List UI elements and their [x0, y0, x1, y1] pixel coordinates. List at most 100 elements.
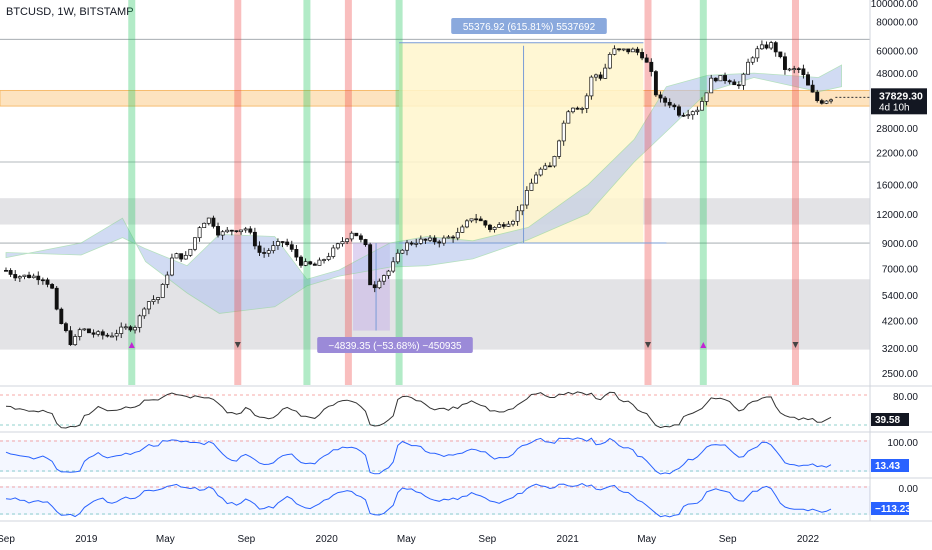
candle-body [382, 275, 386, 282]
candle-body [543, 165, 548, 170]
price-tick-label: 48000.00 [876, 69, 918, 80]
price-tick-label: 60000.00 [876, 47, 918, 58]
price-tick-label: 28000.00 [876, 124, 918, 135]
candle-body [31, 275, 36, 279]
candle-body [783, 56, 787, 70]
candle-body [607, 54, 612, 69]
indicator-tick-label: 100.00 [887, 438, 918, 449]
candle-body [335, 243, 340, 249]
vertical-marker-0 [128, 0, 136, 385]
candle-body [128, 326, 133, 331]
indicator-tick-label: 80.00 [893, 392, 918, 403]
candle-body [469, 218, 474, 222]
candle-body [160, 284, 165, 298]
candle-body [455, 232, 460, 239]
time-tick-label: 2022 [797, 534, 820, 545]
candle-body [22, 274, 27, 277]
price-tick-label: 7000.00 [882, 265, 919, 276]
candle-body [464, 220, 469, 228]
candle-body [50, 284, 55, 289]
vertical-marker-6 [699, 0, 707, 385]
candle-body [718, 75, 723, 82]
signal-triangle-2 [644, 342, 651, 348]
candle-body [492, 226, 497, 230]
measure-down-label-bg [317, 337, 473, 353]
vertical-marker-5 [644, 0, 652, 385]
candle-body [193, 237, 197, 250]
signal-triangle-0 [128, 342, 135, 348]
candle-body [165, 274, 170, 285]
candle-body [561, 122, 566, 142]
time-tick-label: Sep [237, 534, 255, 545]
candle-body [271, 245, 276, 252]
vertical-marker-2 [303, 0, 311, 385]
candle-body [280, 241, 285, 243]
candle-body [63, 323, 68, 332]
candle-body [603, 67, 608, 79]
candle-body [91, 332, 96, 335]
price-tick-label: 9000.00 [882, 239, 919, 250]
vertical-marker-4 [395, 0, 403, 385]
candle-body [349, 232, 354, 240]
candle-body [4, 269, 8, 272]
candle-body [243, 228, 248, 231]
candle-body [294, 249, 299, 258]
bar-countdown-label: 4d 10h [879, 102, 910, 113]
candle-body [681, 114, 686, 117]
candle-body [174, 253, 179, 259]
candle-body [395, 252, 400, 263]
price-tick-label: 16000.00 [876, 181, 918, 192]
candle-body [423, 238, 428, 241]
candle-body [524, 190, 529, 206]
candle-body [322, 259, 326, 261]
candle-body [667, 101, 672, 106]
candle-body [110, 335, 114, 338]
time-tick-label: 2021 [557, 534, 580, 545]
candle-body [142, 308, 147, 317]
vertical-marker-1 [234, 0, 242, 385]
candle-body [368, 244, 373, 286]
candle-body [317, 259, 322, 266]
candle-body [45, 279, 50, 285]
candle-body [400, 249, 405, 254]
candle-body [515, 210, 520, 222]
measure-up-label-bg [451, 18, 607, 34]
candle-body [598, 74, 603, 79]
candle-body [386, 270, 391, 276]
time-tick-label: 2020 [316, 534, 339, 545]
candle-body [741, 73, 746, 86]
candle-body [764, 44, 769, 49]
candle-body [432, 237, 437, 243]
indicator-value-label: −113.23 [875, 504, 911, 515]
candle-body [755, 48, 760, 59]
price-tick-label-top: 100000.00 [871, 0, 919, 10]
candle-body [773, 42, 778, 53]
candle-body [557, 140, 562, 157]
signal-triangle-1 [234, 342, 241, 348]
candle-body [202, 222, 207, 229]
candle-body [73, 336, 78, 346]
candle-body [441, 237, 446, 244]
candle-body [621, 48, 626, 51]
price-tick-label: 22000.00 [876, 148, 918, 159]
indicator-line-0 [5, 391, 832, 429]
candle-body [792, 68, 797, 71]
candle-body [824, 100, 829, 104]
candle-body [54, 287, 59, 310]
candle-body [700, 101, 704, 111]
candle-body [303, 261, 308, 266]
candle-body [474, 218, 479, 221]
candle-body [133, 327, 138, 331]
candle-body [331, 247, 336, 257]
candle-body [612, 48, 617, 55]
candle-body [119, 326, 124, 334]
candle-body [248, 228, 253, 233]
candle-body [478, 218, 483, 222]
last-price-label: 37829.30 [879, 90, 923, 102]
candle-body [819, 100, 824, 104]
candle-body [239, 229, 244, 233]
candle-body [727, 80, 732, 83]
candle-body [460, 226, 465, 233]
candle-body [377, 280, 382, 289]
